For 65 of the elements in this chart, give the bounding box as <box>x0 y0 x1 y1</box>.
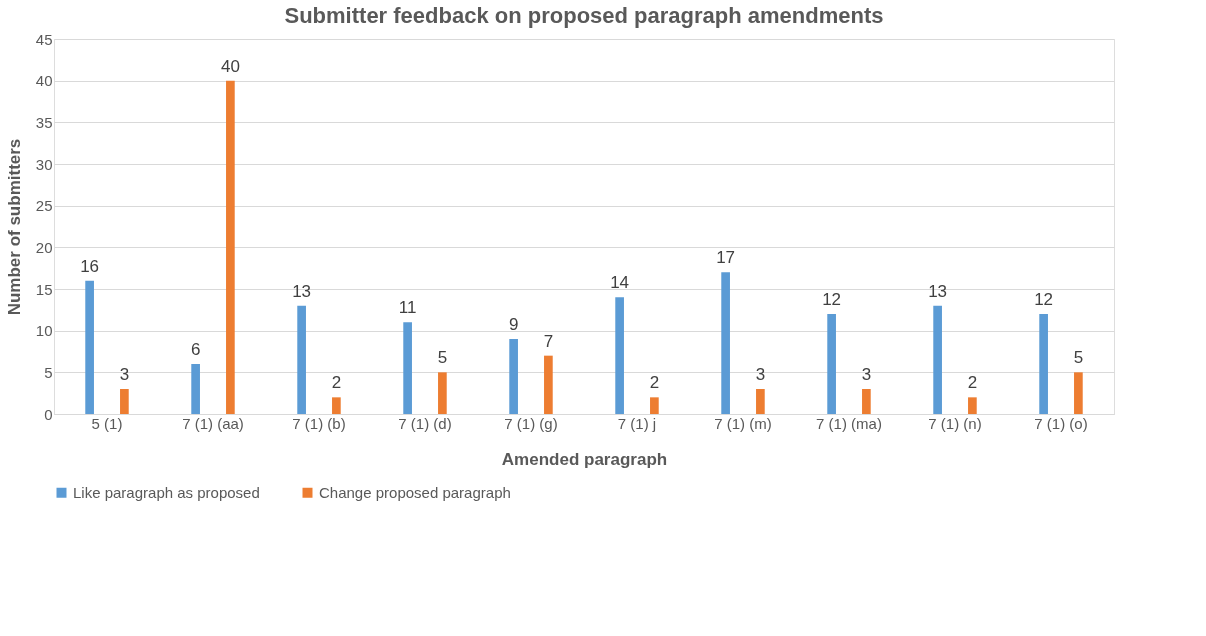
y-tick-label: 0 <box>44 405 53 423</box>
legend-label: Like paragraph as proposed <box>73 483 260 501</box>
x-tick-label: 7 (1) (g) <box>504 414 558 432</box>
data-label: 17 <box>716 248 736 268</box>
x-tick-label: 7 (1) (o) <box>1034 414 1088 432</box>
data-label: 5 <box>1073 348 1084 368</box>
x-tick-label: 7 (1) (n) <box>928 414 982 432</box>
bar <box>1074 372 1083 414</box>
data-label: 2 <box>967 373 978 393</box>
bar <box>1039 314 1048 414</box>
bar <box>756 389 765 414</box>
y-tick-label: 10 <box>35 322 53 340</box>
x-tick-label: 7 (1) j <box>617 414 657 432</box>
bar <box>120 389 129 414</box>
data-label: 13 <box>292 281 312 301</box>
data-label: 14 <box>610 273 630 293</box>
data-label: 2 <box>331 373 342 393</box>
data-label: 3 <box>119 365 130 384</box>
chart-title: Submitter feedback on proposed paragraph amendments <box>284 3 884 28</box>
x-tick-label: 7 (1) (ma) <box>816 414 882 432</box>
y-tick-label: 5 <box>44 363 53 381</box>
bar <box>509 339 518 414</box>
bar <box>862 389 871 414</box>
y-tick-label: 45 <box>35 30 53 48</box>
y-tick-label: 25 <box>35 197 53 215</box>
x-tick-label: 5 (1) <box>91 414 123 432</box>
bar <box>297 305 306 414</box>
x-tick-label: 7 (1) (b) <box>292 414 346 432</box>
x-tick-label: 7 (1) (aa) <box>182 414 244 432</box>
bar <box>438 372 447 414</box>
y-axis-title: Number of submitters <box>4 138 24 316</box>
bar <box>191 364 200 414</box>
data-label: 40 <box>220 56 240 76</box>
data-label: 3 <box>861 365 872 384</box>
bar <box>721 272 730 414</box>
bar <box>403 322 412 414</box>
bar <box>933 305 942 414</box>
bar <box>650 397 659 414</box>
data-label: 5 <box>437 348 448 368</box>
data-label: 6 <box>190 340 201 359</box>
data-label: 11 <box>398 298 417 318</box>
y-tick-label: 35 <box>35 113 53 131</box>
y-tick-label: 30 <box>35 155 53 173</box>
data-label: 2 <box>649 373 660 393</box>
data-label: 3 <box>755 365 766 384</box>
bar <box>968 397 977 414</box>
data-label: 12 <box>822 290 842 309</box>
data-label: 9 <box>508 315 519 334</box>
data-label: 16 <box>80 256 100 276</box>
bar <box>615 297 624 414</box>
bar <box>85 280 94 414</box>
y-tick-label: 20 <box>35 238 53 256</box>
bar <box>226 80 235 414</box>
data-label: 12 <box>1034 290 1054 309</box>
bar <box>332 397 341 414</box>
x-axis-title: Amended paragraph <box>501 449 668 469</box>
data-label: 13 <box>928 281 948 301</box>
data-label: 7 <box>543 331 554 351</box>
y-tick-label: 15 <box>35 280 53 298</box>
legend-label: Change proposed paragraph <box>319 483 511 501</box>
bar <box>827 314 836 414</box>
x-tick-label: 7 (1) (d) <box>398 414 452 432</box>
y-tick-label: 40 <box>35 72 53 90</box>
x-tick-label: 7 (1) (m) <box>714 414 772 432</box>
bar <box>544 355 553 414</box>
